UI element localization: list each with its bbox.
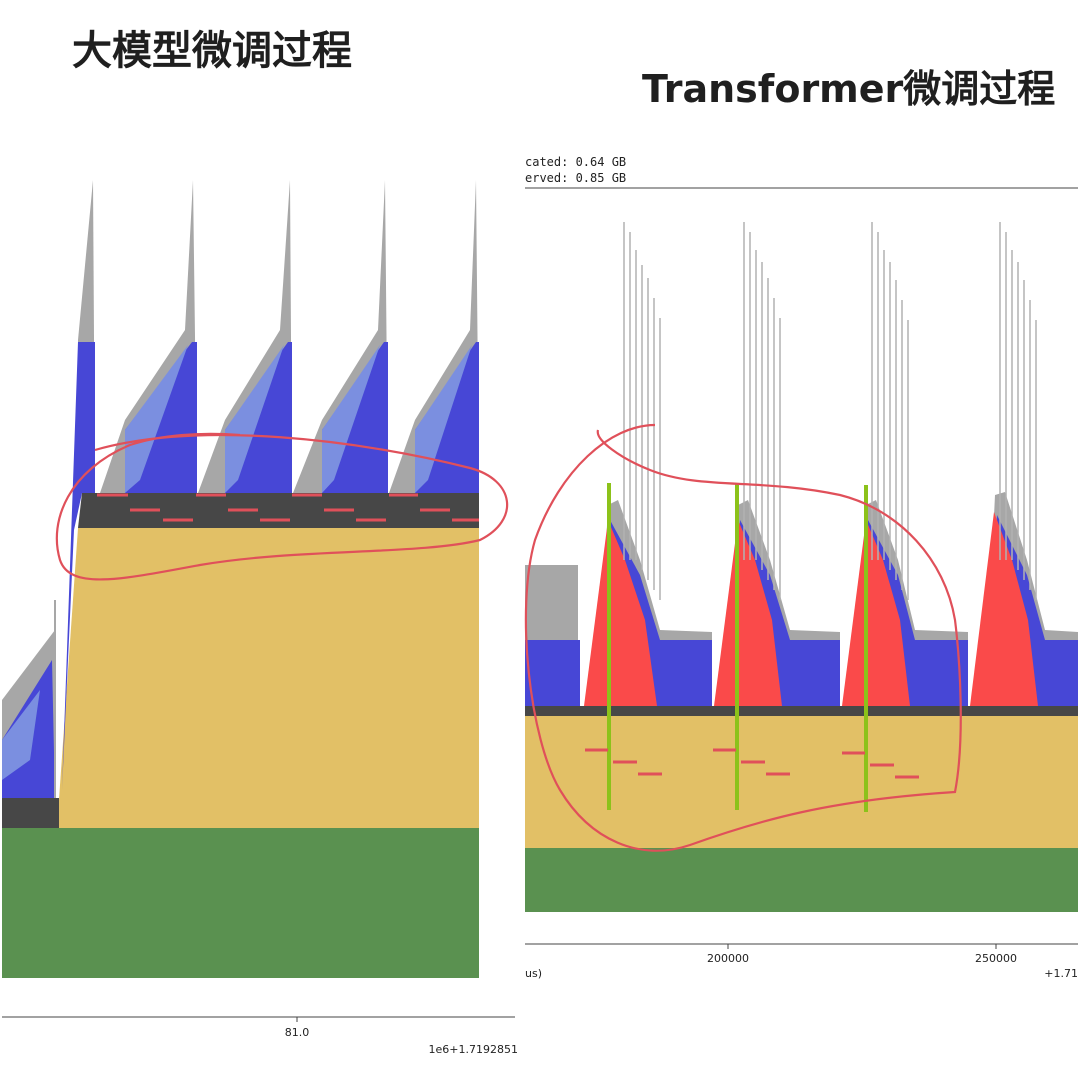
left-annotation-loop	[55, 432, 509, 581]
left-spike-2-lightblue	[125, 345, 188, 493]
right-annotation-loop	[524, 423, 962, 852]
right-memory-chart: cated: 0.64 GB erved: 0.85 GB	[524, 155, 1078, 980]
left-green-band	[2, 828, 479, 978]
right-thin-spikes	[623, 222, 1037, 600]
right-x-tick-label-2: 250000	[975, 952, 1017, 965]
right-x-unit-fragment: us)	[525, 967, 542, 980]
left-spike-5-lightblue	[415, 345, 472, 493]
right-cycle-3-red	[842, 520, 910, 706]
right-tan-band	[525, 716, 1078, 848]
left-x-tick-label: 81.0	[285, 1026, 310, 1039]
right-annotation-dashes	[585, 748, 919, 779]
right-left-blue-block	[525, 640, 580, 706]
right-cycle-1-red	[584, 520, 657, 706]
right-cycle-2-red	[714, 520, 782, 706]
right-left-gray-block	[525, 565, 578, 640]
left-tan-band	[57, 528, 479, 828]
right-panel-title: Transformer微调过程	[642, 67, 1056, 111]
right-dark-band	[525, 706, 1078, 716]
left-memory-chart: 81.0 1e6+1.7192851	[2, 180, 518, 1056]
right-x-tick-label-1: 200000	[707, 952, 749, 965]
left-x-offset-label: 1e6+1.7192851	[429, 1043, 518, 1056]
left-spikes	[100, 180, 479, 493]
left-dark-band-low	[2, 798, 59, 828]
right-cycle-4-red	[970, 512, 1038, 706]
right-green-markers	[607, 483, 868, 812]
left-spike-3-lightblue	[225, 345, 284, 493]
right-x-offset-label: +1.71	[1044, 967, 1078, 980]
left-annotation-dashes	[97, 493, 479, 522]
left-ramp-lightblue	[2, 690, 40, 780]
right-green-band	[525, 848, 1078, 912]
left-panel-title: 大模型微调过程	[72, 28, 352, 74]
right-spikes	[584, 492, 1078, 706]
left-spike-1-blue	[62, 342, 95, 790]
right-legend-allocated: cated: 0.64 GB	[525, 155, 626, 169]
right-legend-reserved: erved: 0.85 GB	[525, 171, 626, 185]
left-spike-4-lightblue	[322, 345, 380, 493]
